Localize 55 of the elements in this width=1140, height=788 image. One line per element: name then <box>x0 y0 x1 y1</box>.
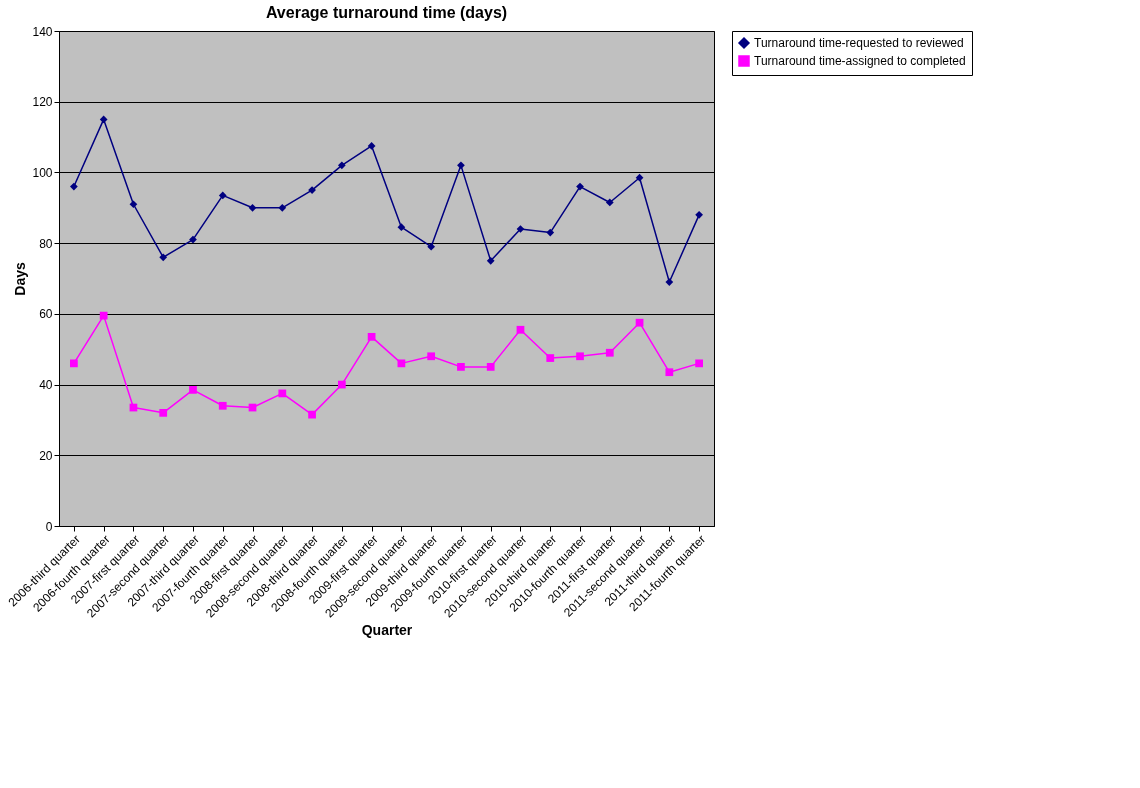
point <box>427 242 436 251</box>
point <box>397 359 406 368</box>
point <box>70 359 78 368</box>
x-axis-title: Quarter <box>361 621 413 638</box>
point <box>695 359 703 368</box>
point <box>248 203 257 212</box>
point <box>605 198 614 207</box>
point <box>635 318 644 327</box>
y-tick-label: 40 <box>39 378 53 393</box>
point <box>546 354 555 362</box>
point <box>159 408 168 417</box>
y-tick-label: 100 <box>32 165 53 180</box>
point <box>427 352 436 361</box>
point <box>99 115 108 124</box>
point <box>457 363 465 371</box>
point <box>337 380 346 389</box>
point <box>129 200 138 209</box>
point <box>605 348 614 357</box>
point <box>486 363 495 371</box>
point <box>189 235 197 244</box>
point <box>308 186 316 194</box>
point <box>99 311 108 320</box>
point <box>159 253 168 262</box>
y-tick-label: 20 <box>39 448 53 463</box>
chart-title: Average turnaround time (days) <box>265 4 508 21</box>
y-tick-label: 80 <box>39 236 53 251</box>
point <box>665 368 674 377</box>
point <box>189 386 197 394</box>
point <box>278 203 287 212</box>
point <box>486 256 495 265</box>
point <box>546 228 555 237</box>
point <box>695 210 703 219</box>
point <box>218 401 227 410</box>
y-tick-label: 140 <box>32 24 53 39</box>
point <box>665 278 674 286</box>
y-axis-title: Days <box>12 262 29 296</box>
legend-label: Turnaround time-assigned to completed <box>754 54 966 68</box>
point <box>516 225 525 233</box>
legend-label: Turnaround time-requested to reviewed <box>754 36 964 50</box>
point <box>635 173 644 182</box>
point <box>576 352 584 361</box>
point <box>278 389 287 398</box>
point <box>218 191 227 200</box>
point <box>516 325 525 334</box>
y-tick-label: 60 <box>39 307 53 322</box>
point <box>397 223 406 232</box>
y-tick-label: 120 <box>32 95 53 110</box>
point <box>367 142 376 150</box>
point <box>457 161 465 170</box>
point <box>308 410 316 419</box>
y-tick-label: 0 <box>45 519 53 534</box>
point <box>337 161 346 170</box>
point <box>367 332 376 341</box>
point <box>70 182 78 191</box>
point <box>576 182 584 191</box>
